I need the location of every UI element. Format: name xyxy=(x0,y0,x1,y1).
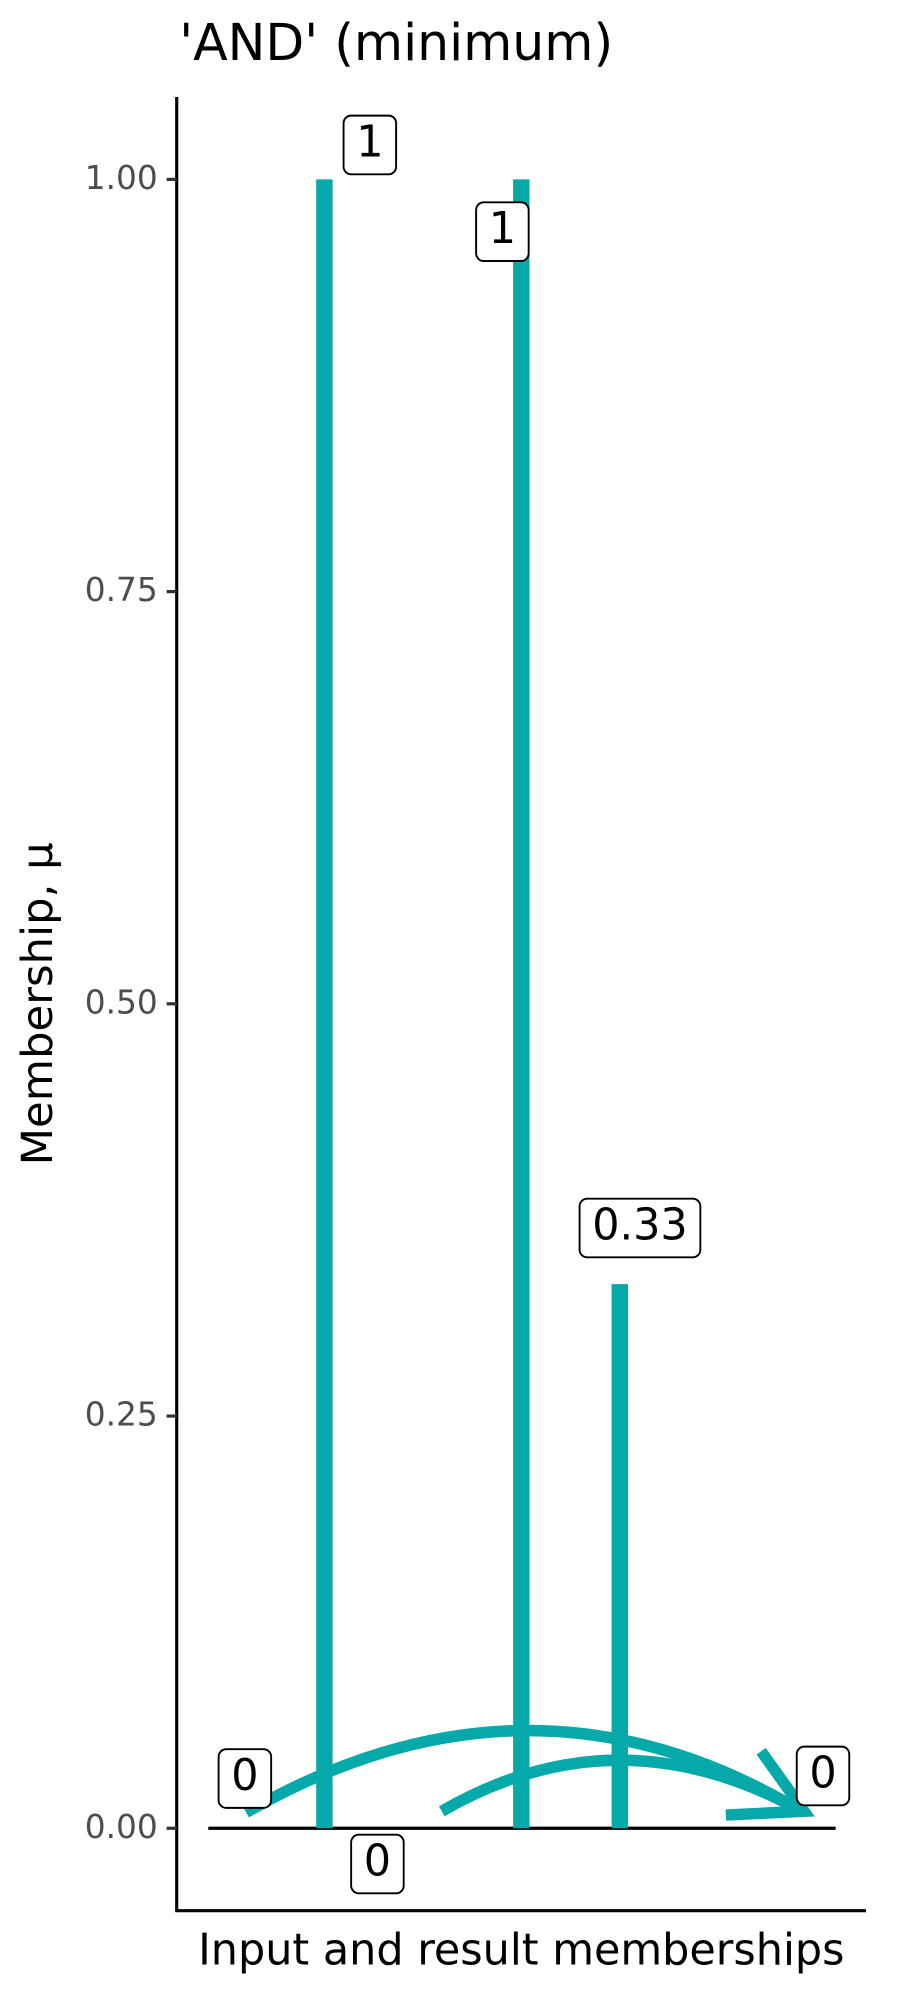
value-label-box: 0 xyxy=(795,1745,851,1807)
y-tick-label: 1.00 xyxy=(85,158,158,197)
value-label: 0 xyxy=(809,1748,836,1798)
y-tick-label: 0.00 xyxy=(85,1807,158,1846)
label-box xyxy=(578,1197,702,1259)
label-box xyxy=(475,201,530,262)
label-box xyxy=(217,1748,273,1809)
value-label-box: 1 xyxy=(475,201,530,262)
arrow-head xyxy=(725,1747,815,1821)
value-label: 0 xyxy=(231,1751,258,1801)
value-label: 1 xyxy=(356,117,383,167)
label-box xyxy=(350,1833,405,1895)
value-label: 0 xyxy=(364,1836,391,1886)
value-label: 0.33 xyxy=(592,1200,688,1250)
label-box xyxy=(795,1745,851,1807)
value-label-box: 0.33 xyxy=(578,1197,702,1259)
x-axis-label: Input and result memberships xyxy=(198,1925,844,1975)
value-label-box: 1 xyxy=(342,114,398,176)
label-box xyxy=(342,114,398,176)
value-label: 1 xyxy=(489,204,516,254)
chart-title: 'AND' (minimum) xyxy=(179,13,613,72)
y-axis-label: Membership, μ xyxy=(13,842,63,1165)
value-label-box: 0 xyxy=(350,1833,405,1895)
y-tick-label: 0.75 xyxy=(85,570,158,609)
value-label-box: 0 xyxy=(217,1748,273,1809)
y-tick-label: 0.25 xyxy=(85,1394,158,1433)
y-tick-label: 0.50 xyxy=(85,982,158,1021)
plot-area: 0.00 0.25 0.50 0.75 1.00 0 1 0 1 0.33 0 xyxy=(85,114,851,1895)
